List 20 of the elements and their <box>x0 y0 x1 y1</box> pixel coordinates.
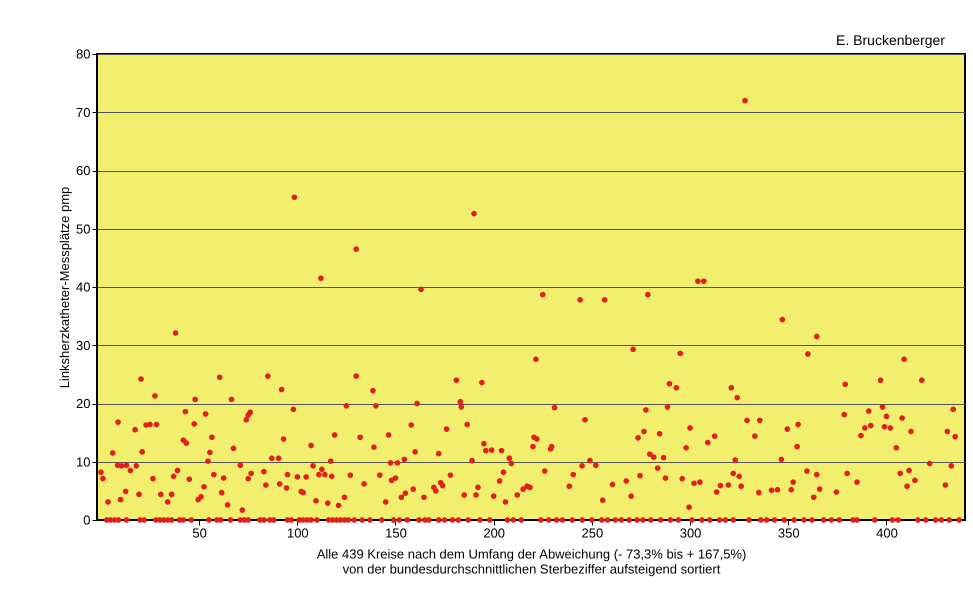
y-tick-label: 20 <box>76 396 90 411</box>
x-tick-label: 50 <box>192 526 207 540</box>
y-tick-label: 70 <box>76 104 90 120</box>
x-tick-label: 150 <box>385 526 407 540</box>
x-tick-label: 300 <box>680 526 702 540</box>
x-axis-title: Alle 439 Kreise nach dem Umfang der Abweichung (- 73,3% bis + 167,5%) von der bundesdurchschnittlichen Sterbeziffer aufsteigend sortiert <box>316 546 746 576</box>
y-tick-label: 40 <box>76 280 90 294</box>
y-tick-label: 30 <box>76 338 90 353</box>
y-tick-label: 0 <box>83 512 90 528</box>
text: E. Bruckenberger <box>836 32 946 48</box>
x-tick-label: 100 <box>286 526 309 540</box>
y-tick-label: 60 <box>76 163 90 178</box>
y-tick-label: 50 <box>76 221 90 236</box>
x-tick-label: 200 <box>483 526 506 540</box>
y-tick-label: 80 <box>76 46 90 62</box>
x-tick-label: 400 <box>876 526 898 540</box>
x-tick-label: 250 <box>582 526 604 540</box>
y-tick-label: 10 <box>76 454 90 470</box>
x-tick-label: 350 <box>778 526 800 540</box>
y-axis-title: Linksherzkatheter-Messplätze pmp <box>57 186 72 388</box>
